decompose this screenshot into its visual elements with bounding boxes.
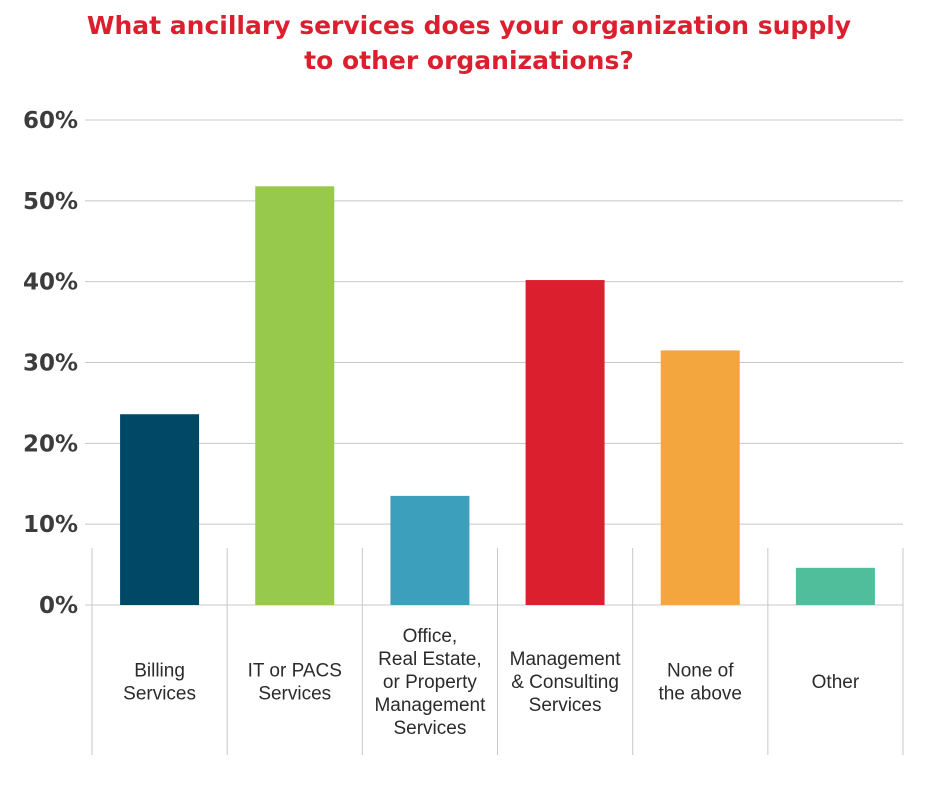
bar [120, 414, 200, 605]
y-tick-label: 50% [23, 189, 78, 215]
y-axis-tick-labels: 0% 10% 20% 30% 40% 50% 60% [23, 108, 78, 619]
bar [660, 350, 740, 605]
grid-layer [85, 119, 903, 606]
x-category-label: Services [393, 718, 466, 739]
category-divider-layer [91, 548, 904, 755]
chart-title-line-2: to other organizations? [304, 46, 634, 75]
y-tick-label: 30% [23, 351, 78, 377]
x-category-label: IT or PACS [248, 661, 342, 682]
bar [255, 186, 335, 606]
y-tick-label: 0% [39, 593, 78, 619]
x-category-label: Services [529, 695, 602, 716]
x-category-label: & Consulting [511, 672, 619, 693]
bar-layer [120, 186, 875, 606]
y-tick-label: 20% [23, 431, 78, 457]
bar [525, 280, 605, 605]
x-category-label: or Property [383, 672, 477, 693]
x-category-label: Management [510, 649, 622, 670]
chart-title-line-1: What ancillary services does your organi… [86, 11, 852, 40]
chart-title: What ancillary services does your organi… [0, 8, 938, 78]
x-category-label: Other [812, 672, 860, 693]
y-tick-label: 40% [23, 270, 78, 296]
y-tick-label: 60% [23, 108, 78, 134]
bar [390, 495, 470, 605]
x-category-label: Billing [134, 661, 185, 682]
x-category-label: Real Estate, [378, 649, 482, 670]
x-category-label: Services [258, 684, 331, 705]
y-tick-label: 10% [23, 512, 78, 538]
x-category-label: Services [123, 684, 196, 705]
x-category-label: Management [374, 695, 486, 716]
x-category-label: None of [667, 661, 734, 682]
bar [795, 567, 875, 605]
x-category-label: the above [659, 684, 742, 705]
x-category-label: Office, [403, 626, 458, 647]
